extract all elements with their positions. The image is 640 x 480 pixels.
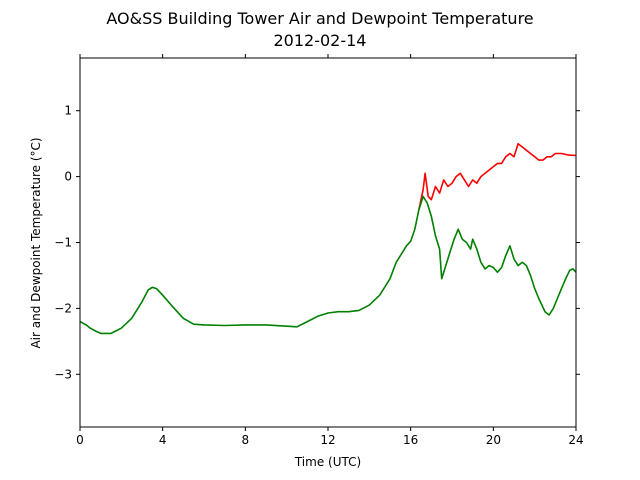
y-tick-label: −3	[54, 367, 72, 381]
x-tick-label: 8	[242, 433, 250, 447]
series-line-1	[418, 142, 577, 210]
plot-frame	[79, 57, 577, 428]
x-tick-label: 12	[320, 433, 335, 447]
x-tick-label: 0	[76, 433, 84, 447]
x-tick-label: 4	[159, 433, 167, 447]
x-axis-label: Time (UTC)	[294, 455, 361, 469]
x-tick-label: 24	[568, 433, 583, 447]
series-layer	[79, 142, 577, 335]
ticks-layer: 0 4 8 12 16 20 24 −3 −2 −1 0 1	[54, 54, 584, 447]
x-tick-label: 20	[486, 433, 501, 447]
chart-title: AO&SS Building Tower Air and Dewpoint Te…	[106, 9, 533, 28]
x-tick-label: 16	[403, 433, 418, 447]
y-tick-label: −1	[54, 236, 72, 250]
y-axis-label: Air and Dewpoint Temperature (°C)	[29, 137, 43, 348]
y-tick-label: 1	[64, 104, 72, 118]
chart-subtitle: 2012-02-14	[274, 31, 367, 50]
y-tick-label: 0	[64, 170, 72, 184]
series-line-2	[79, 195, 577, 335]
y-tick-label: −2	[54, 301, 72, 315]
